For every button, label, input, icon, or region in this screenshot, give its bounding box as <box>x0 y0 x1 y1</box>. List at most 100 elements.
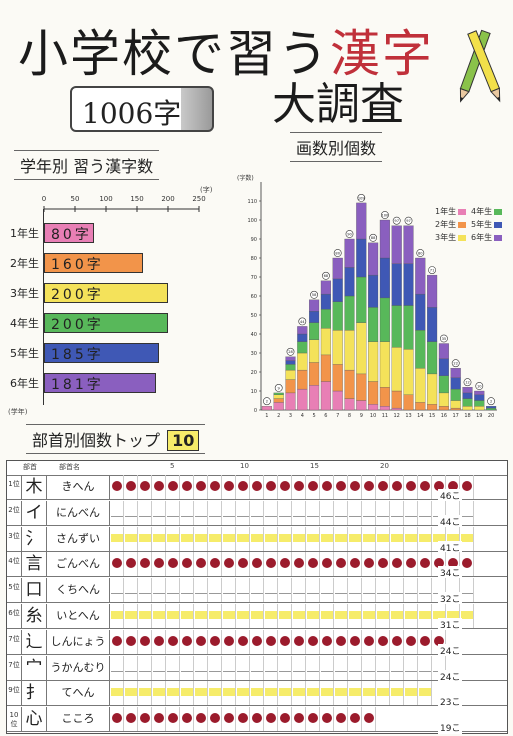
count-dot <box>126 635 136 646</box>
radical-count-cell <box>180 526 194 551</box>
stroke-bar-segment <box>427 307 438 342</box>
title-main: 小学校で習う漢字 <box>18 14 434 86</box>
stroke-bar-segment <box>379 257 390 299</box>
radical-count-cell <box>404 578 418 603</box>
count-dot <box>308 558 318 569</box>
stroke-total-marker <box>404 216 413 225</box>
radical-count-cell <box>222 552 236 577</box>
radical-count-cell <box>278 604 292 628</box>
poster-title: 小学校で習う漢字 大調査 <box>10 6 480 130</box>
grade-bar: 181字 <box>44 373 157 393</box>
stroke-bar-segment <box>450 400 461 409</box>
radical-count-cell <box>222 475 236 499</box>
radical-count-cell <box>390 552 404 577</box>
count-swatch <box>209 585 221 595</box>
count-swatch-yellow <box>377 688 389 697</box>
count-dot <box>210 713 220 724</box>
stroke-bar-segment <box>486 406 497 409</box>
count-swatch-yellow <box>167 611 179 619</box>
radical-count-cell <box>138 629 152 654</box>
count-swatch-yellow <box>251 533 263 542</box>
radical-row: 6位糸いとへん 31こ <box>7 604 507 631</box>
stroke-bar-segment <box>309 311 320 323</box>
radical-count-cell <box>124 578 138 603</box>
stroke-total-label: 44 <box>300 320 305 324</box>
stroke-x-tick-label: 14 <box>417 413 423 419</box>
count-swatch-yellow <box>209 533 221 542</box>
radical-count-cell <box>110 707 124 732</box>
stroke-x-tick-label: 1 <box>265 413 268 419</box>
count-dot <box>182 558 192 569</box>
radical-glyph: 糸 <box>21 604 47 628</box>
stroke-bar-segment <box>273 394 284 399</box>
count-swatch-yellow <box>181 688 193 697</box>
stroke-bar-segment <box>332 330 343 365</box>
stroke-y-tick-label: 110 <box>247 199 257 205</box>
count-dot <box>364 481 374 491</box>
radical-count-text: 44こ <box>438 514 463 528</box>
radical-count-cell <box>432 526 446 551</box>
count-dot <box>182 481 192 491</box>
count-swatch-yellow <box>181 533 193 542</box>
stroke-total-marker <box>369 233 377 242</box>
radical-count-cell <box>180 655 194 680</box>
radical-count-cell <box>208 475 222 499</box>
radical-count-cell <box>166 655 180 680</box>
stroke-bar-segment <box>285 356 296 361</box>
radical-count-cell <box>404 526 418 551</box>
radical-count-cell <box>166 707 180 732</box>
grade-bar: 160字 <box>44 253 144 273</box>
stroke-bar-segment <box>379 341 390 388</box>
count-swatch-yellow <box>405 533 417 542</box>
pencils-icon <box>459 29 501 103</box>
count-dot <box>238 558 248 569</box>
radical-count-cell <box>250 604 264 628</box>
count-swatch <box>125 585 137 595</box>
radical-count-cell <box>404 655 418 680</box>
count-dot <box>392 635 402 646</box>
count-swatch <box>251 508 263 517</box>
count-dot <box>168 558 178 569</box>
radical-rank: 7位 <box>8 634 20 643</box>
count-swatch <box>377 508 389 517</box>
radical-count-cell <box>292 655 306 680</box>
radical-count-cell <box>180 604 194 628</box>
radical-count-cell <box>264 552 278 577</box>
radical-count-cell <box>306 655 320 680</box>
count-swatch <box>405 663 417 672</box>
grade-bar-value: 200字 <box>51 317 104 333</box>
radical-count-cell <box>334 707 348 732</box>
stroke-bar-segment <box>320 293 331 310</box>
radical-count-cell <box>236 707 250 732</box>
count-dot <box>140 481 150 491</box>
radical-count-cell <box>208 526 222 551</box>
count-dot <box>378 635 388 646</box>
radical-count-cell <box>250 629 264 654</box>
grade-label: 4年生 <box>10 317 39 330</box>
count-swatch <box>223 663 235 672</box>
stroke-x-tick-label: 7 <box>336 413 339 419</box>
stroke-bar-segment <box>285 369 296 380</box>
radical-count-cell <box>222 578 236 603</box>
stroke-total-marker <box>451 359 460 368</box>
radical-count-cell <box>418 604 432 628</box>
legend-label: 6年生 <box>471 233 493 242</box>
radical-count-cell <box>348 500 362 525</box>
radical-count-cell <box>446 526 460 551</box>
stroke-section-heading: 画数別個数 <box>290 132 383 162</box>
col-tick-label: 5 <box>170 462 175 470</box>
radical-rank: 2位 <box>8 505 20 514</box>
radical-count-cell <box>278 526 292 551</box>
radical-count-cell <box>348 526 362 551</box>
radical-count-cell <box>236 655 250 680</box>
stroke-total-label: 109 <box>358 196 366 200</box>
radical-count-cell <box>362 578 376 603</box>
stroke-total-label: 97 <box>394 219 399 223</box>
count-swatch-yellow <box>391 533 403 542</box>
radical-count-cell <box>222 500 236 525</box>
count-dot <box>336 713 346 724</box>
stroke-total-marker <box>286 347 295 356</box>
total-count-text: 1006字 <box>82 97 182 130</box>
radical-count-cell <box>376 681 390 706</box>
count-dot <box>252 635 262 646</box>
